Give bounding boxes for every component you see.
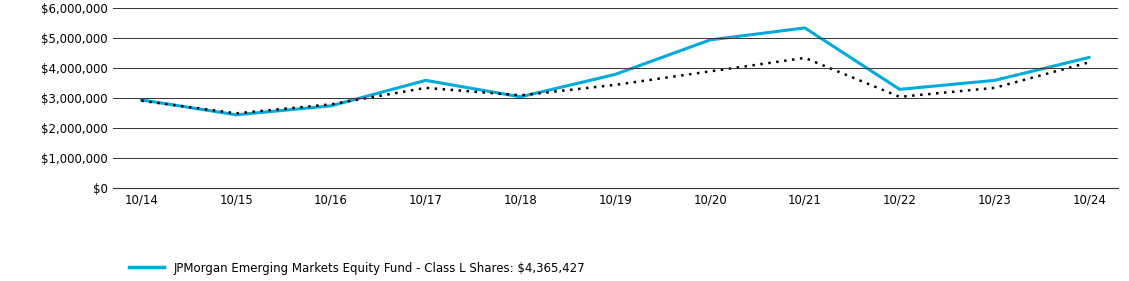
Legend: JPMorgan Emerging Markets Equity Fund - Class L Shares: $4,365,427, MSCI Emergin: JPMorgan Emerging Markets Equity Fund - … xyxy=(129,262,585,281)
